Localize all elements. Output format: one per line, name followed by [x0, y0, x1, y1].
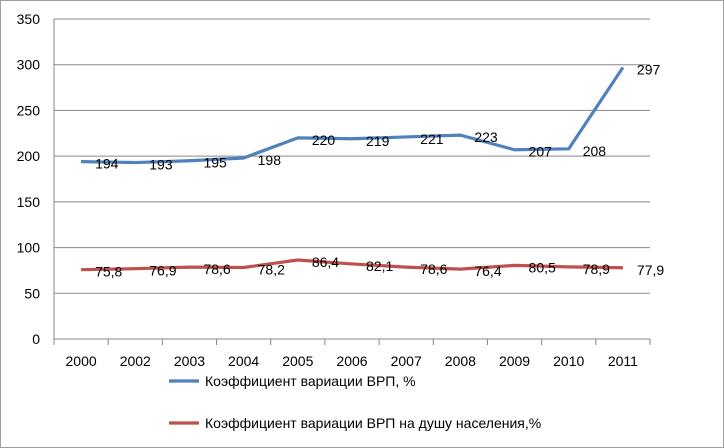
data-label: 207 — [529, 144, 553, 160]
x-tick-label: 2011 — [608, 353, 638, 369]
y-tick-label: 100 — [17, 240, 41, 256]
data-label: 76,4 — [474, 263, 501, 279]
data-label: 80,5 — [529, 259, 556, 275]
series-line-1 — [81, 66, 625, 165]
x-tick-label: 2010 — [553, 353, 584, 369]
data-label: 297 — [637, 61, 661, 77]
x-tick-label: 2002 — [120, 353, 151, 369]
data-label: 75,8 — [95, 264, 122, 280]
data-label: 77,9 — [637, 262, 664, 278]
y-tick-label: 150 — [17, 194, 41, 210]
x-tick-label: 2005 — [282, 353, 313, 369]
data-label: 208 — [583, 143, 607, 159]
data-label: 223 — [474, 129, 498, 145]
series-line-2 — [81, 258, 623, 272]
data-label: 194 — [95, 156, 119, 172]
data-label: 78,2 — [258, 262, 285, 278]
x-tick-label: 2004 — [228, 353, 259, 369]
x-tick-label: 2000 — [66, 353, 97, 369]
y-tick-label: 250 — [17, 102, 41, 118]
x-tick-label: 2009 — [499, 353, 530, 369]
y-tick-label: 50 — [24, 285, 40, 301]
data-label: 220 — [312, 132, 336, 148]
data-label: 221 — [420, 131, 444, 147]
data-label: 195 — [203, 155, 227, 171]
y-tick-label: 300 — [17, 57, 41, 73]
y-tick-label: 200 — [17, 148, 41, 164]
data-label: 78,6 — [420, 261, 447, 277]
legend-label: Коэффициент вариации ВРП, % — [205, 373, 416, 389]
data-label: 198 — [258, 152, 282, 168]
data-label: 219 — [366, 133, 390, 149]
x-tick-label: 2006 — [336, 353, 367, 369]
data-label: 86,4 — [312, 254, 339, 270]
x-tick-label: 2008 — [445, 353, 476, 369]
y-tick-label: 350 — [17, 11, 41, 27]
legend-label: Коэффициент вариации ВРП на душу населен… — [205, 415, 541, 431]
data-label: 82,1 — [366, 258, 393, 274]
x-tick-label: 2007 — [391, 353, 422, 369]
data-label: 78,9 — [583, 261, 610, 277]
x-tick-label: 2003 — [174, 353, 205, 369]
y-tick-label: 0 — [32, 331, 40, 347]
data-label: 76,9 — [149, 263, 176, 279]
data-label: 193 — [149, 157, 173, 173]
data-label: 78,6 — [203, 261, 230, 277]
